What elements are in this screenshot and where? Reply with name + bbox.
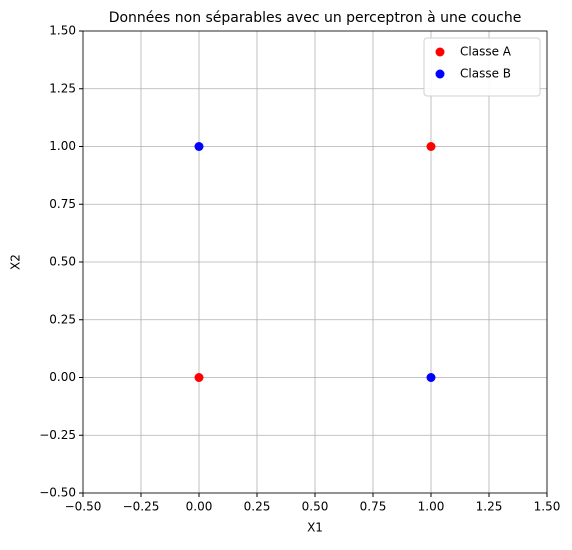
x-axis-label: X1 (307, 521, 323, 535)
y-tick-label: 1.00 (49, 139, 76, 153)
point (426, 373, 436, 382)
legend-marker (435, 69, 445, 79)
legend-label: Classe A (460, 45, 512, 59)
x-tick-label: 0.50 (302, 500, 329, 514)
legend-marker (435, 47, 445, 57)
x-tick-label: 0.25 (244, 500, 271, 514)
x-tick-label: 1.50 (534, 500, 561, 514)
y-tick-label: 0.00 (49, 370, 76, 384)
y-tick-label: −0.50 (39, 486, 76, 500)
y-tick-label: 1.50 (49, 24, 76, 38)
point (194, 373, 204, 382)
y-tick-label: 0.50 (49, 255, 76, 269)
x-tick-label: −0.50 (65, 500, 102, 514)
x-tick-label: −0.25 (123, 500, 160, 514)
x-tick-label: 0.00 (186, 500, 213, 514)
x-tick-label: 0.75 (360, 500, 387, 514)
point (426, 142, 436, 151)
point (194, 142, 204, 151)
y-tick-label: 0.25 (49, 312, 76, 326)
x-tick-label: 1.00 (418, 500, 445, 514)
y-tick-label: 0.75 (49, 197, 76, 211)
x-tick-label: 1.25 (476, 500, 503, 514)
chart-title: Données non séparables avec un perceptro… (109, 10, 522, 26)
y-tick-label: −0.25 (39, 428, 76, 442)
plot-frame (82, 30, 548, 494)
y-tick-label: 1.25 (49, 81, 76, 95)
y-axis-label: X2 (9, 254, 23, 270)
legend-box (423, 37, 541, 97)
legend-label: Classe B (460, 67, 511, 81)
